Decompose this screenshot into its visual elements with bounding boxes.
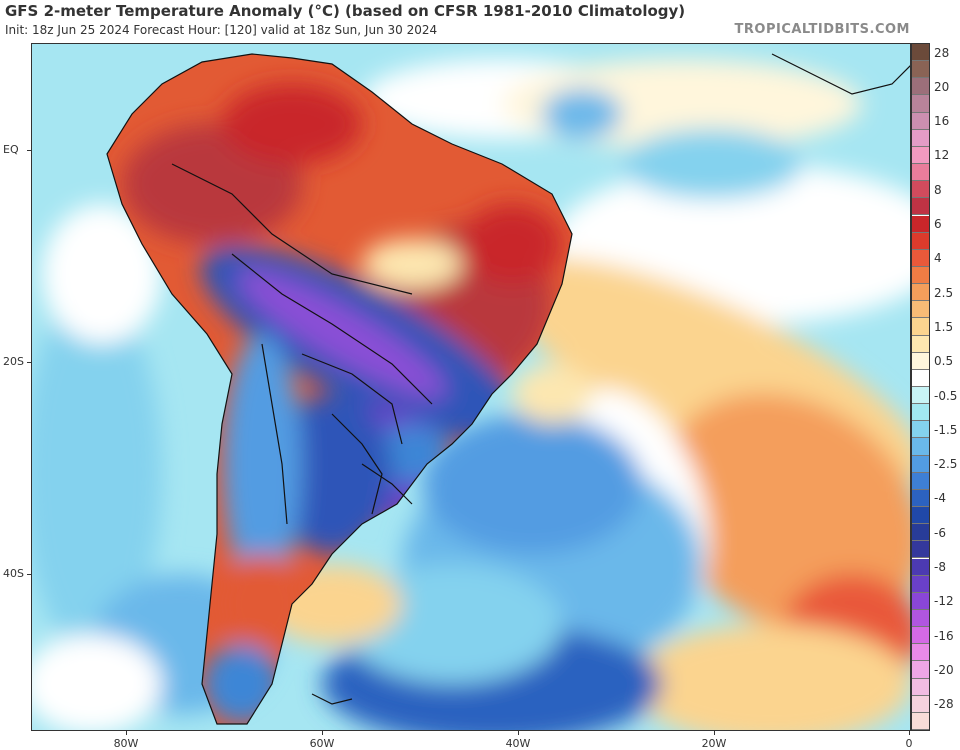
colorbar-tick-label: -4 [934, 491, 946, 506]
lon-label-80w: 80W [113, 737, 139, 750]
ocean-anomaly-field [32, 59, 910, 730]
colorbar-tick-label: 2.5 [934, 285, 954, 300]
colorbar-swatch [912, 335, 929, 353]
colorbar-swatch [912, 164, 929, 182]
colorbar-swatch [912, 284, 929, 302]
lon-tick [714, 731, 715, 735]
colorbar-swatch [912, 61, 929, 79]
colorbar-swatch [912, 455, 929, 473]
colorbar-tick-label: -1.5 [934, 422, 958, 437]
lat-tick [27, 150, 31, 151]
lon-label-40w: 40W [505, 737, 531, 750]
colorbar-swatch [912, 489, 929, 508]
colorbar-swatch [912, 541, 929, 559]
colorbar-swatch [912, 129, 929, 147]
colorbar-swatch [912, 232, 929, 250]
colorbar-swatch [912, 318, 929, 336]
colorbar-swatch [912, 404, 929, 422]
colorbar-tick-label: -28 [934, 697, 954, 712]
colorbar-tick-label: -12 [934, 594, 954, 609]
colorbar-swatch [912, 198, 929, 216]
colorbar-tick-label: -8 [934, 560, 946, 575]
lon-tick [126, 731, 127, 735]
lon-label-60w: 60W [309, 737, 335, 750]
colorbar-tick-label: -2.5 [934, 457, 958, 472]
colorbar-tick-label: -6 [934, 525, 946, 540]
lat-label-eq: EQ [3, 143, 19, 156]
colorbar-tick-label: 4 [934, 251, 942, 266]
colorbar-swatch [912, 266, 929, 285]
colorbar-swatch [912, 558, 929, 576]
coastline-boundaries [106, 53, 910, 725]
colorbar-swatch [912, 369, 929, 387]
colorbar-swatch [912, 44, 929, 62]
lat-label-20s: 20S [3, 355, 24, 368]
map-title: GFS 2-meter Temperature Anomaly (°C) (ba… [5, 2, 686, 20]
colorbar-swatch [912, 524, 929, 542]
lon-label-0: 0 [905, 737, 913, 750]
colorbar-tick-label: 8 [934, 182, 942, 197]
lat-label-40s: 40S [3, 567, 24, 580]
colorbar-swatch [912, 112, 929, 130]
lon-label-20w: 20W [701, 737, 727, 750]
colorbar-swatch [912, 627, 929, 645]
colorbar-swatch [912, 215, 929, 233]
lat-tick [27, 362, 31, 363]
colorbar-swatch [912, 387, 929, 405]
colorbar-swatch [912, 438, 929, 456]
colorbar-tick-label: 28 [934, 45, 950, 60]
colorbar-swatch [912, 678, 929, 696]
colorbar-swatch [912, 78, 929, 96]
lat-tick [27, 574, 31, 575]
colorbar-swatch [912, 507, 929, 525]
colorbar-tick-label: -20 [934, 662, 954, 677]
lon-tick [518, 731, 519, 735]
colorbar-tick-label: 6 [934, 217, 942, 232]
colorbar-tick-label: 20 [934, 79, 950, 94]
colorbar-tick-label: 0.5 [934, 354, 954, 369]
colorbar-swatch [912, 301, 929, 319]
colorbar-swatch [912, 609, 929, 628]
colorbar-tick-label: 1.5 [934, 319, 954, 334]
map-subtitle: Init: 18z Jun 25 2024 Forecast Hour: [12… [5, 23, 438, 37]
lon-tick [909, 731, 910, 735]
colorbar-swatch [912, 712, 929, 730]
colorbar-swatch [912, 352, 929, 370]
colorbar-swatch [912, 181, 929, 199]
colorbar-swatch [912, 249, 929, 267]
colorbar-tick-label: -0.5 [934, 388, 958, 403]
anomaly-map-canvas [32, 44, 910, 730]
colorbar-swatch [912, 575, 929, 593]
colorbar-swatch [912, 695, 929, 713]
colorbar-swatch [912, 95, 929, 113]
colorbar-tick-label: 12 [934, 148, 950, 163]
colorbar-swatch [912, 661, 929, 679]
colorbar-swatch [912, 644, 929, 662]
credit-watermark: TROPICALTIDBITS.COM [734, 22, 910, 37]
colorbar-swatch [912, 472, 929, 490]
lon-tick [322, 731, 323, 735]
colorbar-tick-label: -16 [934, 628, 954, 643]
colorbar-swatch [912, 421, 929, 439]
colorbar-legend [911, 43, 930, 731]
colorbar-tick-label: 16 [934, 114, 950, 129]
colorbar-swatch [912, 592, 929, 610]
anomaly-map [31, 43, 911, 731]
colorbar-swatch [912, 146, 929, 165]
